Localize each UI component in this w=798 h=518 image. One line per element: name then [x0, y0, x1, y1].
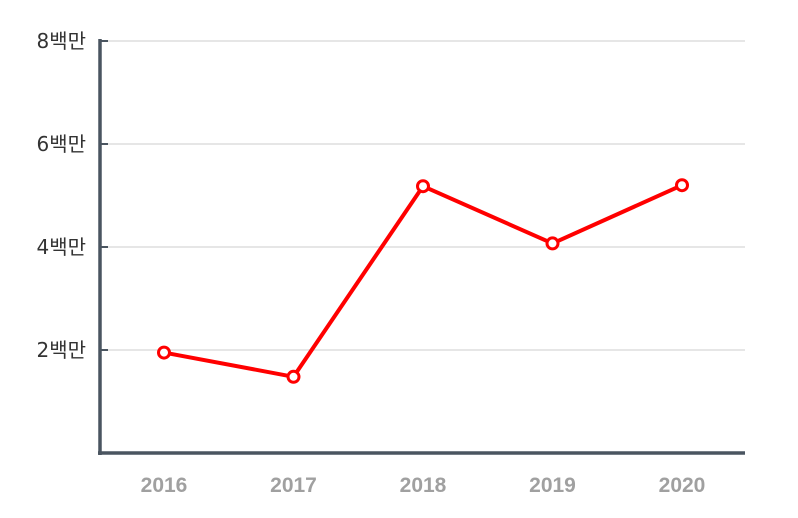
x-tick-label: 2017	[270, 474, 317, 497]
x-tick-label: 2018	[400, 474, 447, 497]
y-tick-labels: 2백만 4백만 6백만 8백만	[36, 29, 86, 362]
x-tick-labels: 2016 2017 2018 2019 2020	[141, 474, 706, 497]
y-tick-label: 6백만	[36, 132, 86, 156]
data-point-marker	[545, 236, 560, 251]
data-point-marker	[286, 369, 301, 384]
data-point-marker	[416, 179, 430, 194]
x-tick-label: 2016	[141, 474, 188, 497]
y-tick-label: 2백만	[36, 338, 86, 362]
x-tick-label: 2019	[529, 474, 576, 497]
data-point-marker	[675, 178, 689, 193]
x-tick-label: 2020	[659, 474, 706, 497]
series-line	[162, 183, 684, 379]
y-tick-label: 4백만	[36, 235, 86, 259]
y-tick-label: 8백만	[36, 29, 86, 53]
grid-layer	[100, 40, 745, 351]
axes-layer	[98, 39, 745, 455]
series-layer	[157, 178, 689, 384]
data-point-marker	[157, 345, 171, 360]
